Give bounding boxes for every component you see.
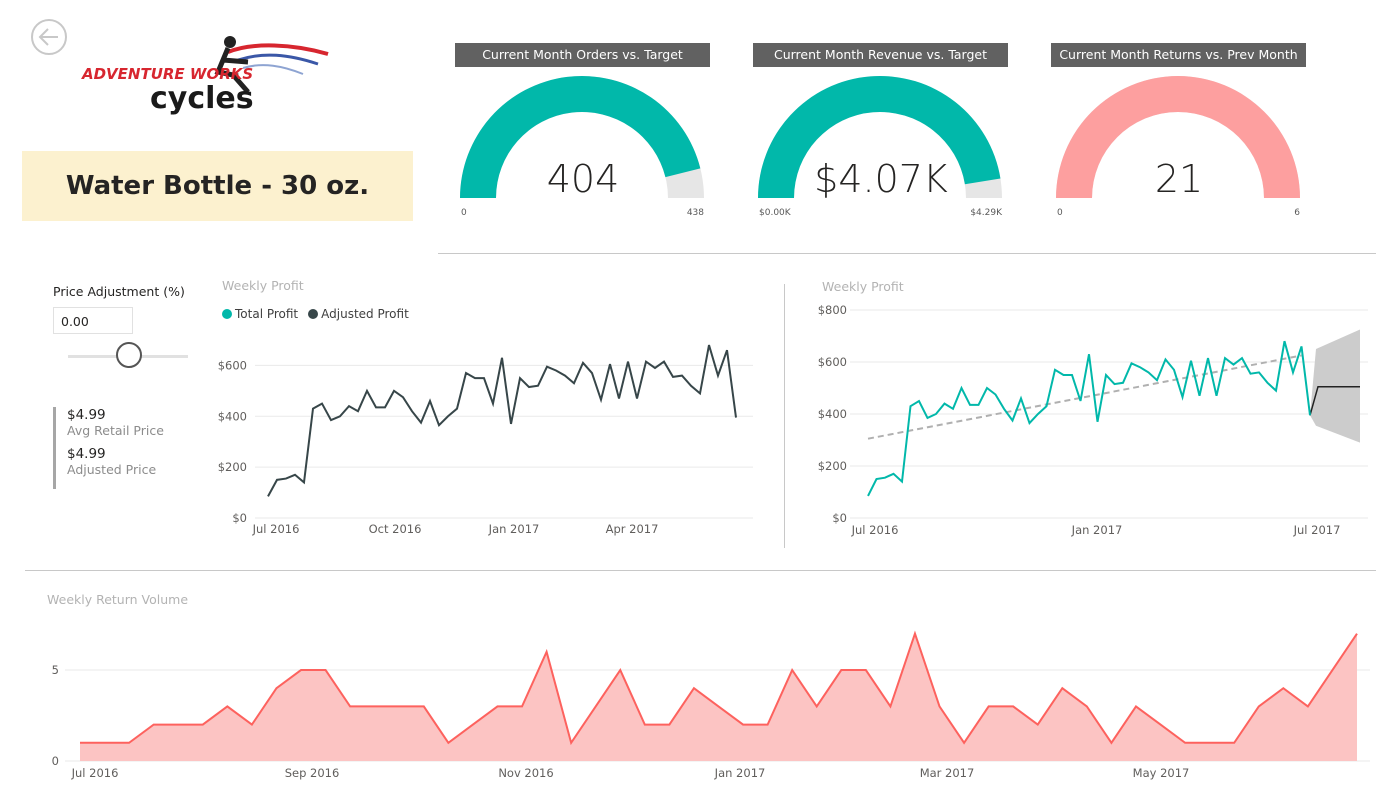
legend-dot-icon [308,309,319,319]
gauge-fill [758,76,1001,198]
y-tick-label: 5 [52,663,59,677]
forecast-line [1309,385,1360,416]
legend-item-adjusted-profit[interactable]: Adjusted Profit [308,307,409,321]
gauge-fill [460,76,701,198]
chart-legend: Total Profit Adjusted Profit [222,307,409,321]
weekly-profit-forecast-chart: $0 $200 $400 $600 $800 Jul 2016 Jan 2017 Jul 20… [818,303,1368,537]
revenue-gauge-title: Current Month Revenue vs. Target [753,43,1008,67]
x-tick-label: Jul 2016 [252,522,300,536]
x-tick-label: Jul 2016 [851,523,899,537]
trend-line [867,354,1302,440]
y-tick-label: $200 [218,460,247,474]
x-tick-label: Sep 2016 [285,766,340,780]
gauge-min: 0 [461,208,467,218]
product-title-card: Water Bottle - 30 oz. [22,151,413,221]
weekly-return-volume-title: Weekly Return Volume [47,592,189,607]
price-adjustment-slider-handle[interactable] [116,342,142,368]
legend-item-total-profit[interactable]: Total Profit [222,307,298,321]
y-tick-label: $0 [832,511,847,525]
back-button[interactable] [30,18,68,56]
legend-label: Adjusted Profit [321,307,409,321]
x-tick-label: Jan 2017 [714,766,766,780]
divider-middle [784,284,785,548]
x-tick-label: Oct 2016 [369,522,422,536]
y-tick-label: $400 [218,409,247,423]
x-tick-label: Jan 2017 [1071,523,1123,537]
adjusted-price-label: Adjusted Price [67,462,157,477]
gauge-max: 6 [1294,208,1300,218]
legend-label: Total Profit [235,307,299,321]
y-tick-label: $200 [818,459,847,473]
returns-gauge-title: Current Month Returns vs. Prev Month [1051,43,1306,67]
adjusted-price-value: $4.99 [67,446,106,462]
svg-text:cycles: cycles [150,81,254,116]
gauge-fill [1056,76,1300,198]
x-tick-label: Jul 2017 [1293,523,1341,537]
avg-retail-price-label: Avg Retail Price [67,423,164,438]
price-adjustment-label: Price Adjustment (%) [53,284,185,299]
return-volume-line [80,630,1358,746]
gauge-value: 21 [1155,157,1203,201]
svg-text:ADVENTURE WORKS: ADVENTURE WORKS [81,65,253,83]
divider-bottom [25,570,1376,571]
back-arrow-icon [31,19,67,55]
gauge-max: $4.29K [970,208,1003,218]
avg-retail-price-value: $4.99 [67,407,106,423]
weekly-profit-title-left: Weekly Profit [222,278,304,293]
gauge-min: $0.00K [759,208,792,218]
gauge-value: 404 [547,157,620,201]
weekly-profit-chart-left: $0 $200 $400 $600 Jul 2016 Oct 2016 Jan 2017 Ap… [218,344,753,536]
total-profit-line [867,340,1311,497]
weekly-profit-title-right: Weekly Profit [822,279,904,294]
price-card: $4.99 Avg Retail Price $4.99 Adjusted Pr… [53,407,203,489]
company-logo: ADVENTURE WORKS cycles [78,32,333,117]
gauge-value: $4.07K [814,157,948,201]
y-tick-label: $600 [818,355,847,369]
y-tick-label: $0 [232,511,247,525]
y-tick-label: $800 [818,303,847,317]
gauge-min: 0 [1057,208,1063,218]
y-tick-label: $600 [218,358,247,372]
return-volume-area [80,633,1357,761]
gauge-max: 438 [687,208,704,218]
product-title: Water Bottle - 30 oz. [65,171,370,201]
divider-top [438,253,1376,254]
x-tick-label: Jan 2017 [488,522,540,536]
y-tick-label: $400 [818,407,847,421]
orders-gauge-title: Current Month Orders vs. Target [455,43,710,67]
x-tick-label: Jul 2016 [71,766,119,780]
y-tick-label: 0 [52,754,59,768]
x-tick-label: Nov 2016 [498,766,553,780]
x-tick-label: Apr 2017 [606,522,659,536]
legend-dot-icon [222,309,232,319]
adjusted-profit-line [267,344,737,497]
x-tick-label: May 2017 [1133,766,1190,780]
x-tick-label: Mar 2017 [920,766,975,780]
price-adjustment-input[interactable]: 0.00 [53,307,133,334]
weekly-return-volume-chart: 0 5 Jul 2016 Sep 2016 Nov 2016 Jan 2017 Mar 20… [52,630,1370,780]
